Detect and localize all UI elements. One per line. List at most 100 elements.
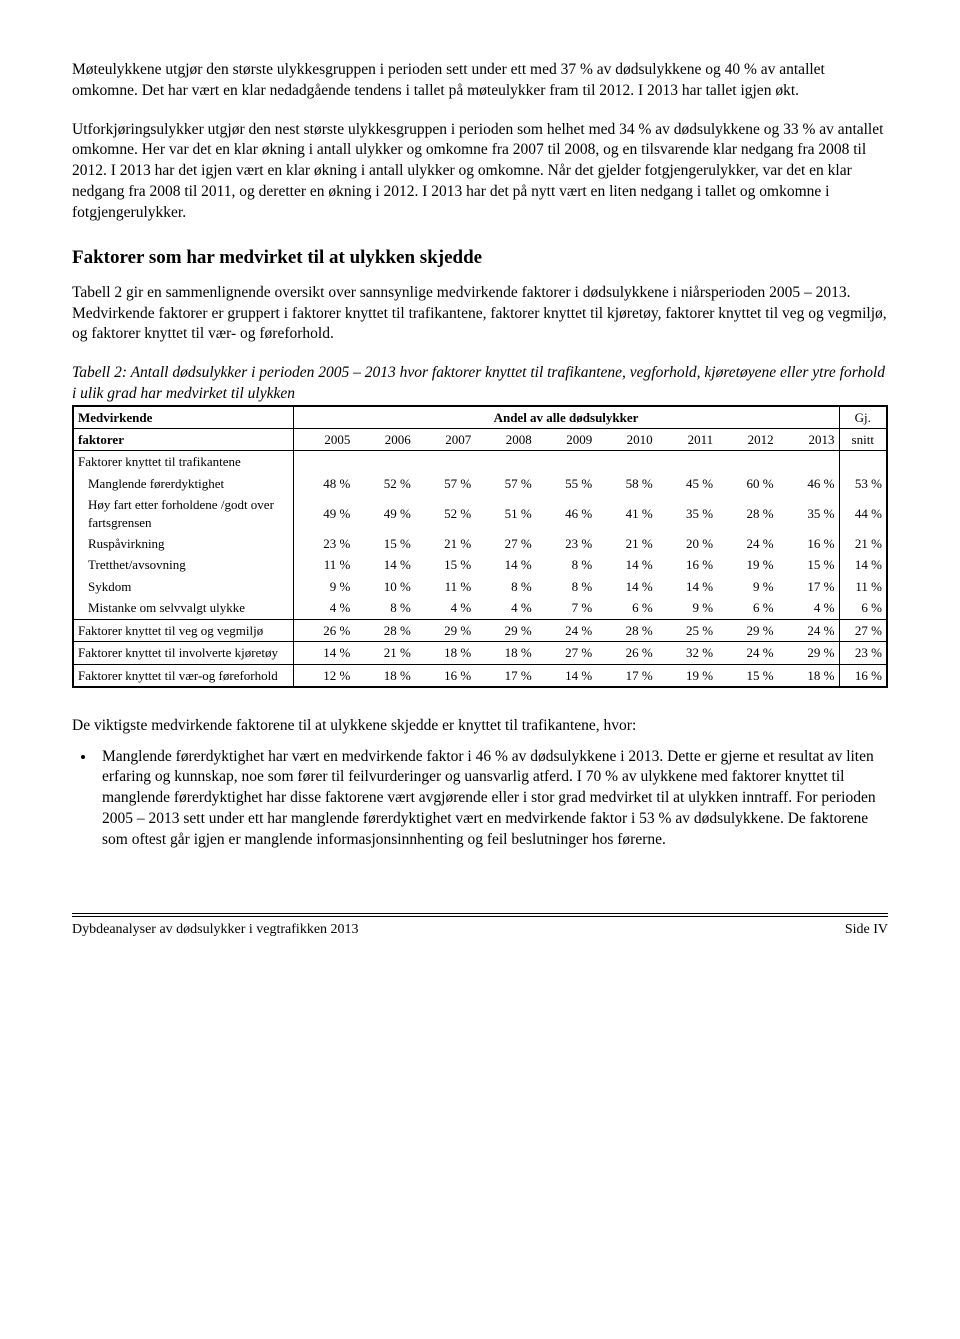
table-cell: 8 %	[354, 597, 414, 619]
table-cell: 46 %	[536, 494, 596, 533]
table-cell: 52 %	[415, 494, 475, 533]
table-cell: 16 %	[839, 664, 887, 687]
table-cell: 29 %	[475, 619, 535, 641]
table-cell: 16 %	[657, 554, 717, 575]
table-cell: 49 %	[293, 494, 354, 533]
table-cell: Sykdom	[73, 576, 293, 597]
table-cell: 48 %	[293, 473, 354, 494]
table-cell: 11 %	[415, 576, 475, 597]
table-cell: 6 %	[717, 597, 777, 619]
table-cell: 14 %	[839, 554, 887, 575]
table-cell: 29 %	[717, 619, 777, 641]
table-cell: 27 %	[475, 533, 535, 554]
table-cell: 44 %	[839, 494, 887, 533]
bullet-list: Manglende førerdyktighet har vært en med…	[72, 747, 888, 851]
table-cell: 29 %	[778, 642, 839, 664]
section-intro-paragraph: Tabell 2 gir en sammenlignende oversikt …	[72, 283, 888, 345]
page-footer: Dybdeanalyser av dødsulykker i vegtrafik…	[72, 913, 888, 940]
table-cell	[596, 451, 656, 473]
table-cell: 32 %	[657, 642, 717, 664]
table-cell: 12 %	[293, 664, 354, 687]
factors-table: Medvirkende Andel av alle dødsulykker Gj…	[72, 405, 888, 688]
table-cell: 58 %	[596, 473, 656, 494]
year-2011: 2011	[657, 429, 717, 451]
table-cell: 24 %	[717, 642, 777, 664]
table-cell: 24 %	[536, 619, 596, 641]
table-row: Faktorer knyttet til veg og vegmiljø26 %…	[73, 619, 887, 641]
table-cell: 27 %	[839, 619, 887, 641]
year-2006: 2006	[354, 429, 414, 451]
table-caption: Tabell 2: Antall dødsulykker i perioden …	[72, 363, 888, 405]
table-row: Tretthet/avsovning11 %14 %15 %14 %8 %14 …	[73, 554, 887, 575]
table-cell: 25 %	[657, 619, 717, 641]
table-header-span: Andel av alle dødsulykker	[293, 406, 839, 429]
table-cell: 16 %	[415, 664, 475, 687]
table-cell: 8 %	[536, 576, 596, 597]
footer-left: Dybdeanalyser av dødsulykker i vegtrafik…	[72, 921, 359, 940]
table-cell: 14 %	[596, 576, 656, 597]
table-cell: 29 %	[415, 619, 475, 641]
table-cell: 28 %	[354, 619, 414, 641]
table-row: Mistanke om selvvalgt ulykke4 %8 %4 %4 %…	[73, 597, 887, 619]
table-cell	[475, 451, 535, 473]
table-cell: 6 %	[839, 597, 887, 619]
table-cell: Tretthet/avsovning	[73, 554, 293, 575]
table-cell: 24 %	[778, 619, 839, 641]
table-cell: 23 %	[536, 533, 596, 554]
footer-right: Side IV	[845, 921, 888, 940]
table-cell: 20 %	[657, 533, 717, 554]
intro-paragraph-1: Møteulykkene utgjør den største ulykkesg…	[72, 60, 888, 102]
table-cell: 23 %	[839, 642, 887, 664]
table-cell: 14 %	[475, 554, 535, 575]
table-row: Sykdom9 %10 %11 %8 %8 %14 %14 %9 %17 %11…	[73, 576, 887, 597]
table-cell: 8 %	[536, 554, 596, 575]
table-cell: 15 %	[415, 554, 475, 575]
year-2005: 2005	[293, 429, 354, 451]
table-cell: Faktorer knyttet til involverte kjøretøy	[73, 642, 293, 664]
table-cell: 4 %	[778, 597, 839, 619]
table-cell: 19 %	[717, 554, 777, 575]
table-cell	[657, 451, 717, 473]
table-cell: 9 %	[293, 576, 354, 597]
table-cell: 53 %	[839, 473, 887, 494]
year-2008: 2008	[475, 429, 535, 451]
table-cell: 51 %	[475, 494, 535, 533]
table-cell: Ruspåvirkning	[73, 533, 293, 554]
table-row: Faktorer knyttet til involverte kjøretøy…	[73, 642, 887, 664]
table-cell	[293, 451, 354, 473]
table-cell: 11 %	[293, 554, 354, 575]
table-cell: 9 %	[657, 597, 717, 619]
table-cell	[839, 451, 887, 473]
intro-paragraph-2: Utforkjøringsulykker utgjør den nest stø…	[72, 120, 888, 224]
table-cell: 46 %	[778, 473, 839, 494]
year-2007: 2007	[415, 429, 475, 451]
table-cell: 10 %	[354, 576, 414, 597]
table-cell: 15 %	[717, 664, 777, 687]
table-cell: Faktorer knyttet til trafikantene	[73, 451, 293, 473]
section-heading: Faktorer som har medvirket til at ulykke…	[72, 245, 888, 270]
table-cell: Mistanke om selvvalgt ulykke	[73, 597, 293, 619]
table-cell: 21 %	[596, 533, 656, 554]
year-2013: 2013	[778, 429, 839, 451]
table-cell: 19 %	[657, 664, 717, 687]
table-cell: 26 %	[293, 619, 354, 641]
table-cell: 28 %	[596, 619, 656, 641]
table-cell: 60 %	[717, 473, 777, 494]
table-cell: Faktorer knyttet til veg og vegmiljø	[73, 619, 293, 641]
table-cell: 18 %	[778, 664, 839, 687]
table-row: Faktorer knyttet til trafikantene	[73, 451, 887, 473]
table-cell	[778, 451, 839, 473]
table-header-avg-bottom: snitt	[839, 429, 887, 451]
table-row: Ruspåvirkning23 %15 %21 %27 %23 %21 %20 …	[73, 533, 887, 554]
table-cell: 14 %	[293, 642, 354, 664]
table-cell: 7 %	[536, 597, 596, 619]
table-cell: 8 %	[475, 576, 535, 597]
table-cell: 14 %	[657, 576, 717, 597]
table-cell: 35 %	[657, 494, 717, 533]
table-cell: 11 %	[839, 576, 887, 597]
table-cell: 21 %	[839, 533, 887, 554]
table-cell: 4 %	[293, 597, 354, 619]
table-cell: 15 %	[354, 533, 414, 554]
table-cell: Faktorer knyttet til vær-og føreforhold	[73, 664, 293, 687]
table-cell: 21 %	[415, 533, 475, 554]
